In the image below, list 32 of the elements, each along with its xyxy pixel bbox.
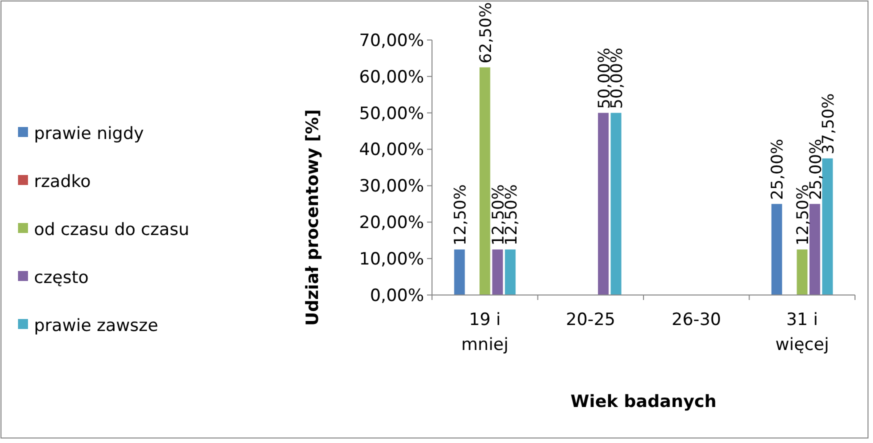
legend-label: prawie nigdy xyxy=(34,124,144,144)
bar xyxy=(809,204,820,295)
legend-label: rzadko xyxy=(34,172,91,192)
y-tick-label: 70,00% xyxy=(359,30,424,51)
y-tick-label: 30,00% xyxy=(359,176,424,197)
bar xyxy=(480,67,490,295)
y-axis-title: Udział procentowy [%] xyxy=(303,109,323,326)
data-label: 12,50% xyxy=(450,184,470,246)
x-axis-title: Wiek badanych xyxy=(570,392,716,412)
y-tick-label: 40,00% xyxy=(359,140,424,160)
bar xyxy=(454,249,465,295)
legend-label: od czasu do czasu xyxy=(34,220,190,240)
data-label: 62,50% xyxy=(476,2,495,64)
y-tick-label: 50,00% xyxy=(359,104,424,124)
bar xyxy=(796,249,808,295)
x-tick-label: 20-25 xyxy=(566,310,616,330)
x-tick-label: 26-30 xyxy=(672,310,722,330)
data-label: 25,00% xyxy=(768,138,787,200)
legend-label: prawie zawsze xyxy=(34,316,158,336)
bar xyxy=(610,112,622,295)
legend-label: często xyxy=(34,268,89,288)
y-tick-label: 60,00% xyxy=(359,67,424,88)
bar xyxy=(504,249,516,295)
bar xyxy=(598,112,609,295)
y-tick-label: 20,00% xyxy=(359,213,424,234)
bar xyxy=(771,204,782,295)
y-tick-label: 0,00% xyxy=(370,286,424,306)
bar xyxy=(822,158,833,295)
y-tick-label: 10,00% xyxy=(359,250,424,270)
bar xyxy=(492,249,503,295)
x-tick-label: 19 i mniej xyxy=(461,310,508,355)
x-tick-label: 31 i więcej xyxy=(775,310,829,355)
